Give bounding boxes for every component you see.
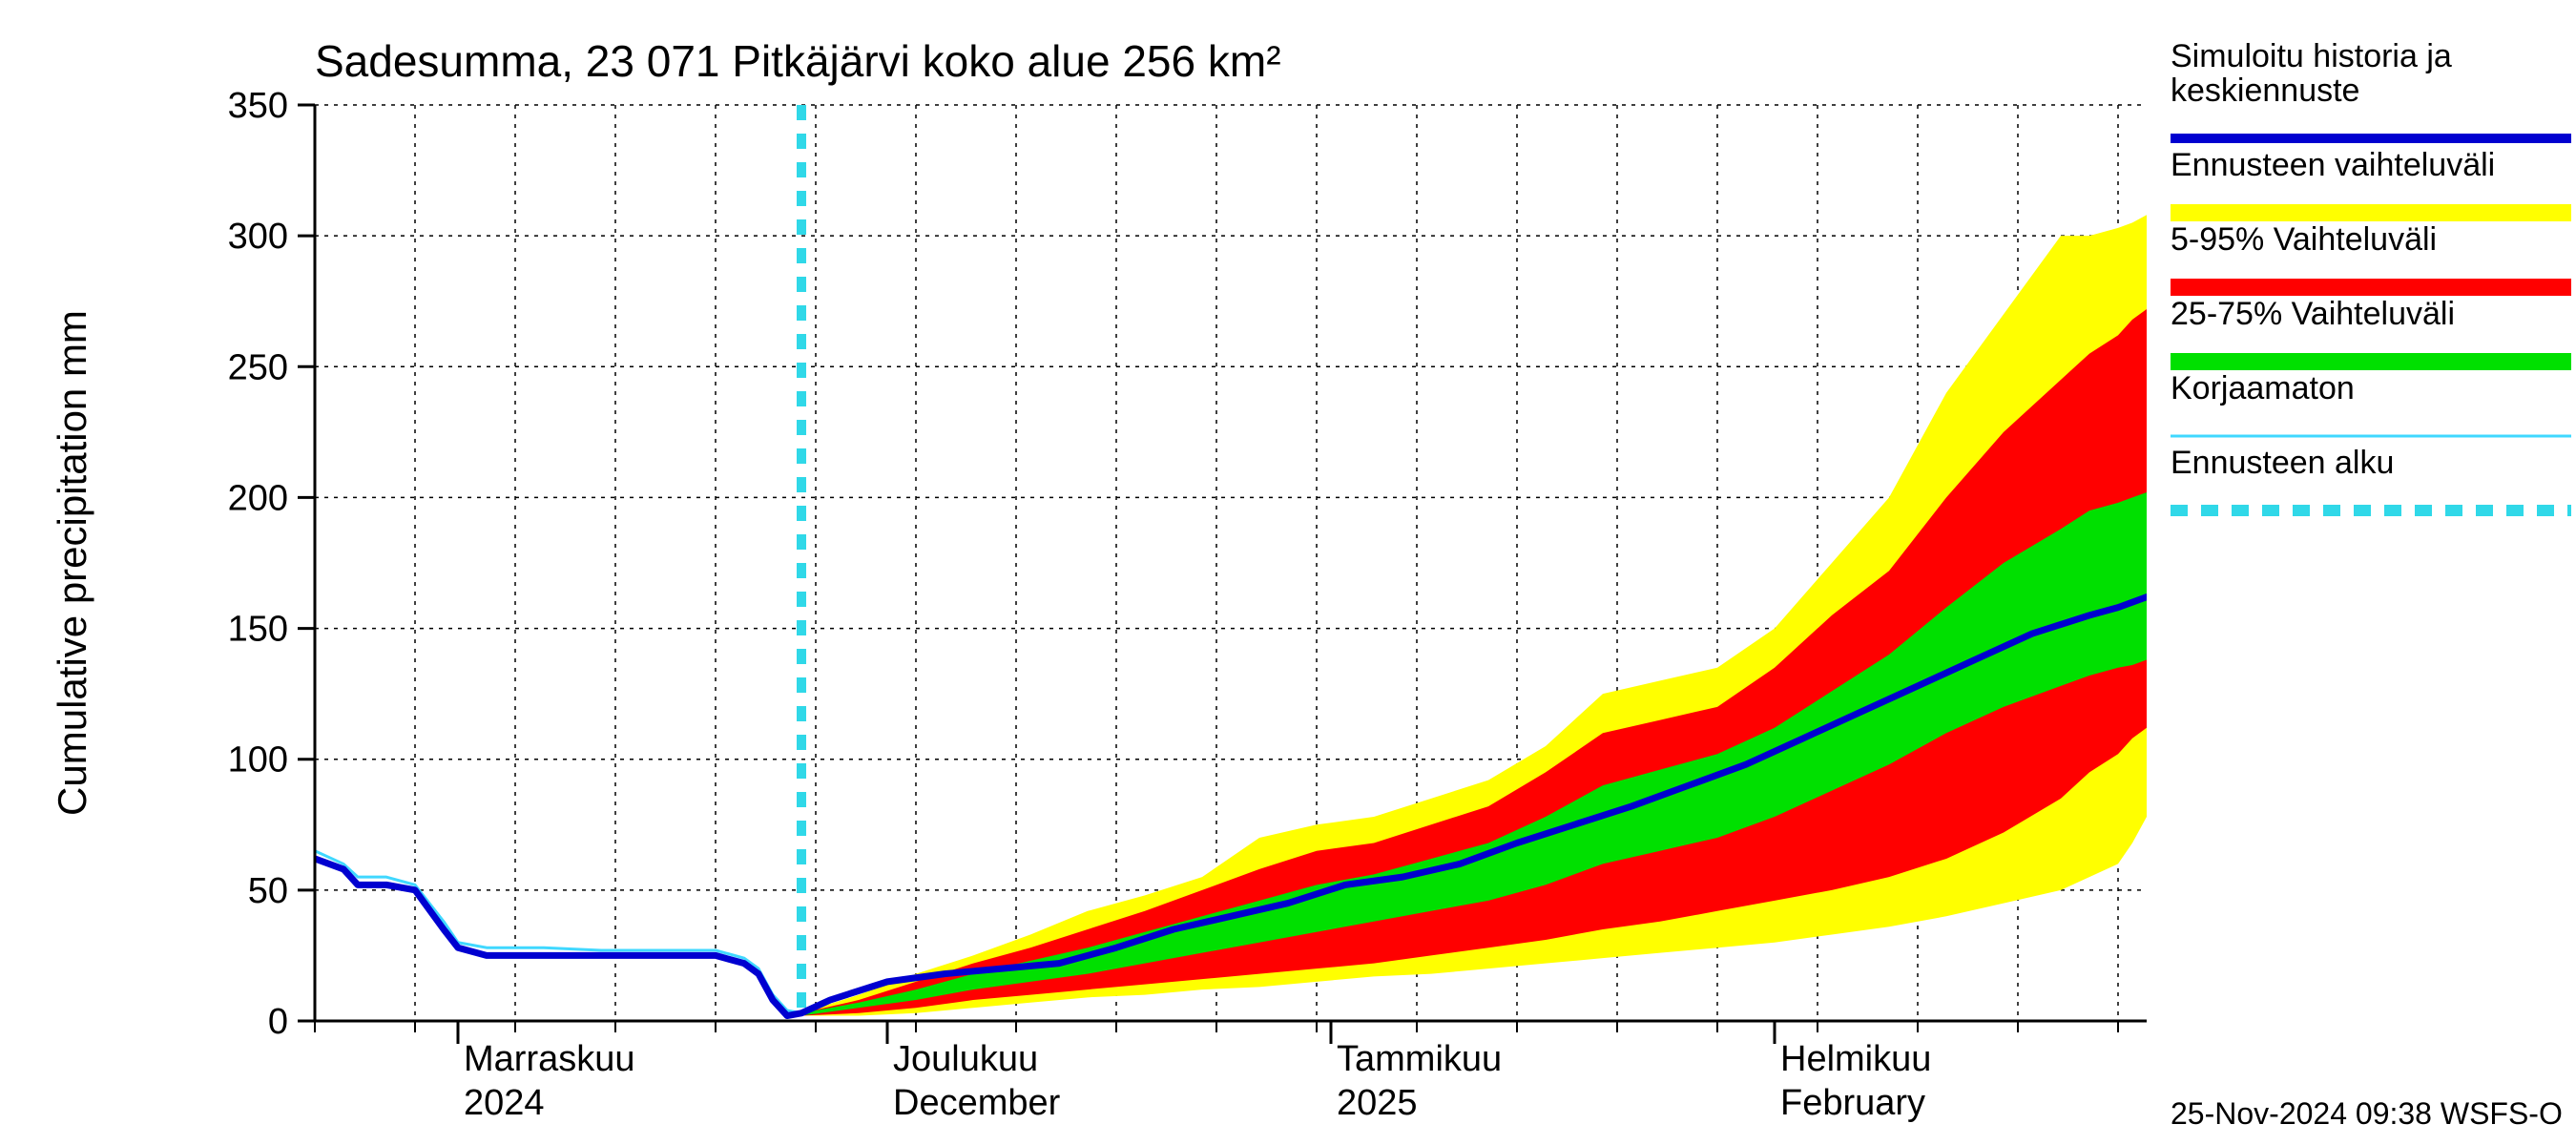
x-month-label: Marraskuu (464, 1039, 635, 1079)
x-month-label: Tammikuu (1337, 1039, 1502, 1079)
legend-label: keskiennuste (2171, 73, 2359, 109)
y-tick-label: 100 (228, 740, 288, 781)
x-month-label: 2024 (464, 1083, 545, 1123)
legend-label: Simuloitu historia ja (2171, 38, 2452, 74)
legend-label: 5-95% Vaihteluväli (2171, 221, 2437, 258)
legend-swatch (2171, 279, 2571, 296)
chart-title: Sadesumma, 23 071 Pitkäjärvi koko alue 2… (315, 36, 1281, 86)
legend-label: Ennusteen alku (2171, 445, 2394, 481)
x-month-label: February (1780, 1083, 1925, 1123)
y-tick-label: 200 (228, 478, 288, 518)
legend-label: 25-75% Vaihteluväli (2171, 296, 2455, 332)
legend-swatch (2171, 204, 2571, 221)
y-tick-label: 300 (228, 217, 288, 257)
legend-label: Ennusteen vaihteluväli (2171, 147, 2495, 183)
y-tick-label: 350 (228, 86, 288, 126)
precipitation-chart: 0 50 100 150 200 250 300 350 Marraskuu2024 Jouluk… (0, 0, 2576, 1145)
line-uncorrected (315, 851, 801, 1013)
y-tick-label: 150 (228, 610, 288, 650)
legend-swatch (2171, 353, 2571, 370)
legend-label: Korjaamaton (2171, 370, 2355, 406)
y-tick-label: 0 (268, 1002, 288, 1042)
x-month-label: Helmikuu (1780, 1039, 1931, 1079)
chart-timestamp: 25-Nov-2024 09:38 WSFS-O (2171, 1096, 2563, 1131)
x-month-label: December (893, 1083, 1061, 1123)
y-axis-label: Cumulative precipitation mm (50, 310, 94, 816)
y-tick-label: 50 (248, 871, 288, 911)
y-tick-label: 250 (228, 347, 288, 387)
x-month-label: Joulukuu (893, 1039, 1038, 1079)
x-month-label: 2025 (1337, 1083, 1418, 1123)
